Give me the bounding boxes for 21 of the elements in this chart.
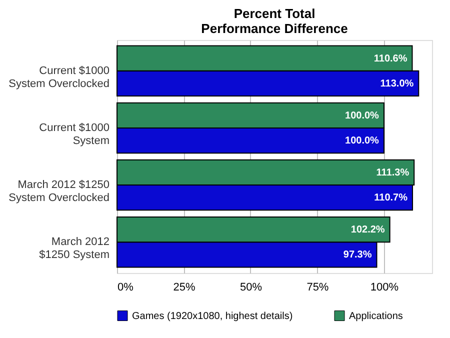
data-label: 110.6%: [374, 53, 408, 64]
legend-label: Applications: [349, 310, 403, 322]
y-tick-label: Current $1000 System Overclocked: [8, 64, 110, 90]
text: Performance Difference: [201, 21, 348, 36]
data-label: 100.0%: [345, 136, 380, 147]
x-tick-label: 100%: [370, 282, 399, 294]
x-tick-label: 50%: [240, 282, 262, 294]
y-tick-label: March 2012 $1250 System Overclocked: [8, 179, 110, 204]
data-label: 111.3%: [376, 167, 410, 178]
data-label: 102.2%: [350, 224, 385, 236]
x-tick-label: 0%: [118, 282, 134, 294]
data-label: 100.0%: [345, 110, 380, 122]
data-label: 113.0%: [380, 78, 414, 90]
legend-label: Games (1920x1080, highest details): [132, 310, 293, 322]
x-tick-label: 75%: [306, 282, 329, 294]
x-tick-label: 25%: [173, 282, 196, 294]
data-label: 110.7%: [374, 192, 408, 204]
data-label: 97.3%: [343, 250, 372, 261]
y-tick-label: Current $1000 System: [39, 122, 110, 147]
text: Percent Total: [234, 6, 316, 21]
y-tick-label: March 2012 $1250 System: [39, 236, 110, 262]
